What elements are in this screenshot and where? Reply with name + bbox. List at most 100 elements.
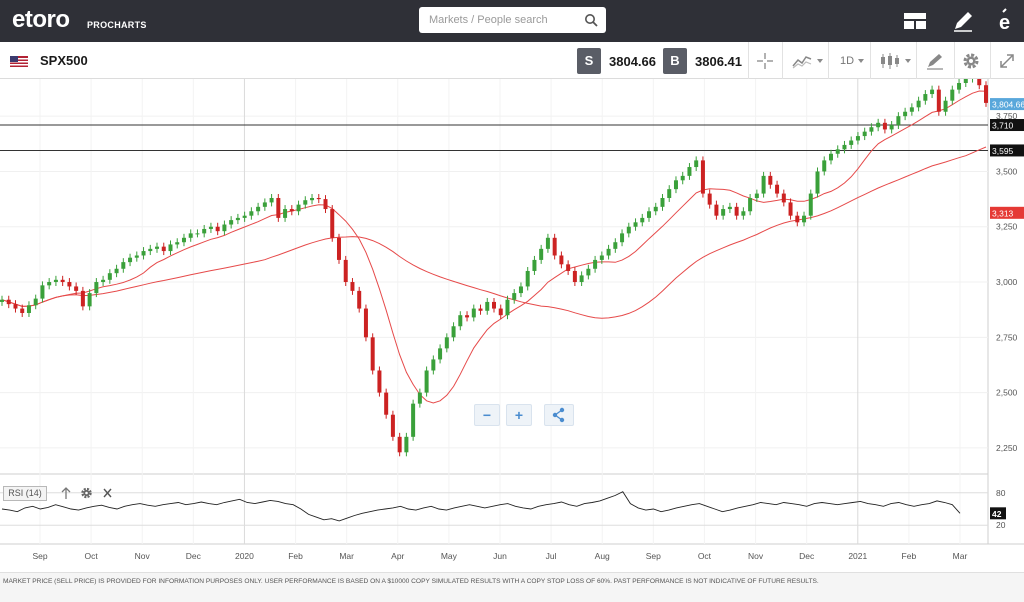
x-tick-label: Nov <box>135 551 151 561</box>
moving-average-short-line <box>1 90 987 404</box>
candle-body <box>957 83 962 90</box>
candle-body <box>357 290 362 309</box>
arrow-up-icon[interactable] <box>60 486 72 500</box>
candle-body <box>714 204 719 216</box>
buy-button[interactable]: B <box>663 48 687 74</box>
candle-body <box>114 268 119 274</box>
candle-body <box>647 211 652 218</box>
candle-body <box>903 111 908 117</box>
candle-body <box>101 279 106 283</box>
candle-body <box>289 209 294 212</box>
sell-button[interactable]: S <box>577 48 601 74</box>
chevron-down-icon[interactable] <box>817 59 823 63</box>
candle-body <box>687 167 692 176</box>
plus-icon: + <box>514 407 524 423</box>
candle-body <box>161 246 166 252</box>
etoro-user-icon[interactable]: e <box>994 8 1020 34</box>
candle-body <box>202 228 207 234</box>
candle-body <box>761 175 766 194</box>
search-box[interactable] <box>419 7 606 33</box>
search-input[interactable] <box>419 7 579 33</box>
candle-body <box>411 403 416 437</box>
candle-body <box>229 220 234 225</box>
top-bar: etoro PROCHARTS e <box>0 0 1024 42</box>
candle-body <box>0 299 4 302</box>
candle-body <box>148 248 153 252</box>
gear-icon[interactable] <box>80 486 93 500</box>
pencil-icon[interactable] <box>950 8 976 34</box>
share-button[interactable] <box>544 404 574 426</box>
drawing-icon[interactable] <box>925 51 945 71</box>
zoom-out-button[interactable]: − <box>474 404 500 426</box>
chart-type-icon[interactable] <box>791 51 813 71</box>
candle-body <box>53 279 58 283</box>
candle-body <box>175 242 180 245</box>
chevron-down-icon[interactable] <box>905 59 911 63</box>
candle-body <box>296 204 301 212</box>
candle-body <box>673 180 678 190</box>
candle-body <box>141 251 146 256</box>
x-tick-label: Apr <box>391 551 404 561</box>
settings-icon[interactable] <box>961 51 981 71</box>
rsi-indicator-label[interactable]: RSI (14) <box>3 486 47 501</box>
candle-body <box>572 270 577 283</box>
fullscreen-icon[interactable] <box>997 51 1017 71</box>
candle-body <box>249 211 254 216</box>
candle-body <box>660 197 665 207</box>
candle-body <box>795 215 800 223</box>
x-tick-label: Oct <box>84 551 98 561</box>
toolbar-divider <box>990 42 991 79</box>
candle-body <box>545 237 550 249</box>
rsi-level-label: 20 <box>996 520 1006 530</box>
candle-body <box>370 337 375 371</box>
candle-body <box>566 264 571 271</box>
candle-body <box>653 206 658 212</box>
etoro-logo[interactable]: etoro <box>12 6 70 33</box>
instrument-symbol[interactable]: SPX500 <box>40 53 88 68</box>
buy-price[interactable]: 3806.41 <box>695 54 742 69</box>
candle-body <box>363 308 368 338</box>
candle-body <box>323 199 328 210</box>
x-tick-label: Sep <box>32 551 47 561</box>
rsi-level-label: 80 <box>996 488 1006 498</box>
layout-icon[interactable] <box>902 8 928 34</box>
crosshair-icon[interactable] <box>755 51 775 71</box>
candle-body <box>155 246 160 249</box>
candle-body <box>768 175 773 185</box>
chevron-down-icon[interactable] <box>858 59 864 63</box>
x-tick-label: Dec <box>186 551 202 561</box>
candle-body <box>181 237 186 243</box>
procharts-label: PROCHARTS <box>87 20 147 30</box>
timeframe-select[interactable]: 1D <box>840 55 855 67</box>
candle-body <box>438 348 443 360</box>
disclaimer-text: MARKET PRICE (SELL PRICE) IS PROVIDED FO… <box>0 572 1024 602</box>
candle-body <box>855 136 860 141</box>
candle-body <box>842 144 847 150</box>
candle-body <box>930 89 935 95</box>
candle-body <box>539 248 544 260</box>
candle-body <box>256 206 261 212</box>
x-tick-label: Aug <box>595 551 610 561</box>
candle-body <box>882 122 887 130</box>
candle-body <box>377 370 382 393</box>
candle-body <box>869 127 874 132</box>
x-tick-label: Feb <box>288 551 303 561</box>
search-icon[interactable] <box>584 13 598 27</box>
candle-body <box>754 193 759 198</box>
candle-body <box>235 217 240 221</box>
candle-body <box>498 308 503 316</box>
candle-body <box>505 299 510 316</box>
candle-body <box>478 308 483 311</box>
indicators-icon[interactable] <box>879 51 901 71</box>
candle-body <box>215 226 220 232</box>
candle-body <box>20 308 25 313</box>
sell-price[interactable]: 3804.66 <box>609 54 656 69</box>
close-icon[interactable] <box>102 486 113 500</box>
moving-averages <box>1 90 987 404</box>
candle-body <box>390 414 395 437</box>
zoom-in-button[interactable]: + <box>506 404 532 426</box>
candle-body <box>74 286 79 291</box>
candle-body <box>808 193 813 216</box>
toolbar-divider <box>954 42 955 79</box>
